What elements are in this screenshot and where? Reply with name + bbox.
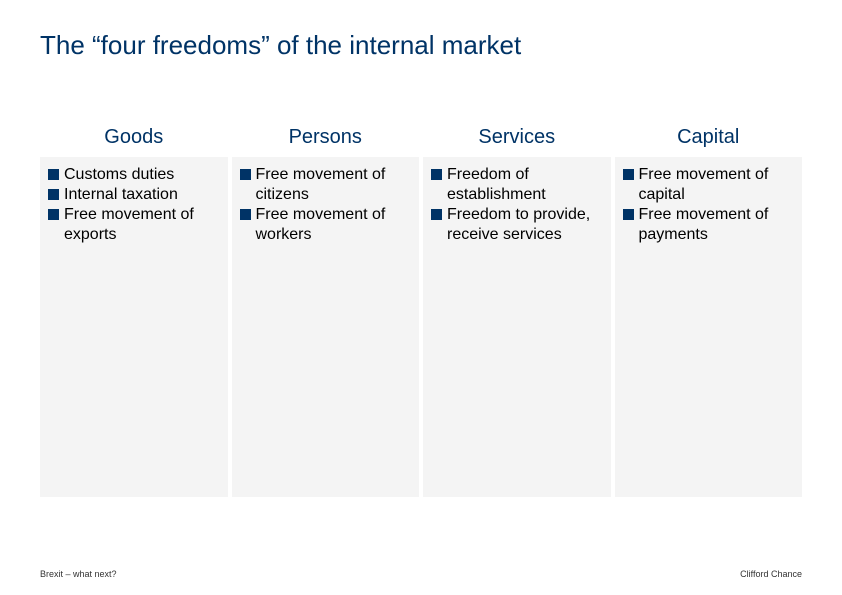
columns-container: Goods Customs duties Internal taxation F… <box>40 121 802 497</box>
column-body: Freedom of establishment Freedom to prov… <box>423 157 611 497</box>
column-header: Services <box>423 121 611 149</box>
list-item: Freedom to provide, receive services <box>431 205 603 245</box>
list-item: Free movement of capital <box>623 165 795 205</box>
list-item: Free movement of payments <box>623 205 795 245</box>
column-header: Persons <box>232 121 420 149</box>
list-item: Customs duties <box>48 165 220 185</box>
slide: The “four freedoms” of the internal mark… <box>0 0 842 595</box>
column-services: Services Freedom of establishment Freedo… <box>423 121 611 497</box>
column-body: Free movement of capital Free movement o… <box>615 157 803 497</box>
column-body: Customs duties Internal taxation Free mo… <box>40 157 228 497</box>
column-goods: Goods Customs duties Internal taxation F… <box>40 121 228 497</box>
page-title: The “four freedoms” of the internal mark… <box>40 30 802 61</box>
footer-left: Brexit – what next? <box>40 569 117 579</box>
bullet-list: Customs duties Internal taxation Free mo… <box>48 165 220 245</box>
column-capital: Capital Free movement of capital Free mo… <box>615 121 803 497</box>
bullet-list: Free movement of citizens Free movement … <box>240 165 412 245</box>
column-persons: Persons Free movement of citizens Free m… <box>232 121 420 497</box>
list-item: Freedom of establishment <box>431 165 603 205</box>
column-body: Free movement of citizens Free movement … <box>232 157 420 497</box>
list-item: Internal taxation <box>48 185 220 205</box>
list-item: Free movement of citizens <box>240 165 412 205</box>
footer-right: Clifford Chance <box>740 569 802 579</box>
bullet-list: Freedom of establishment Freedom to prov… <box>431 165 603 245</box>
column-header: Goods <box>40 121 228 149</box>
list-item: Free movement of workers <box>240 205 412 245</box>
list-item: Free movement of exports <box>48 205 220 245</box>
bullet-list: Free movement of capital Free movement o… <box>623 165 795 245</box>
column-header: Capital <box>615 121 803 149</box>
